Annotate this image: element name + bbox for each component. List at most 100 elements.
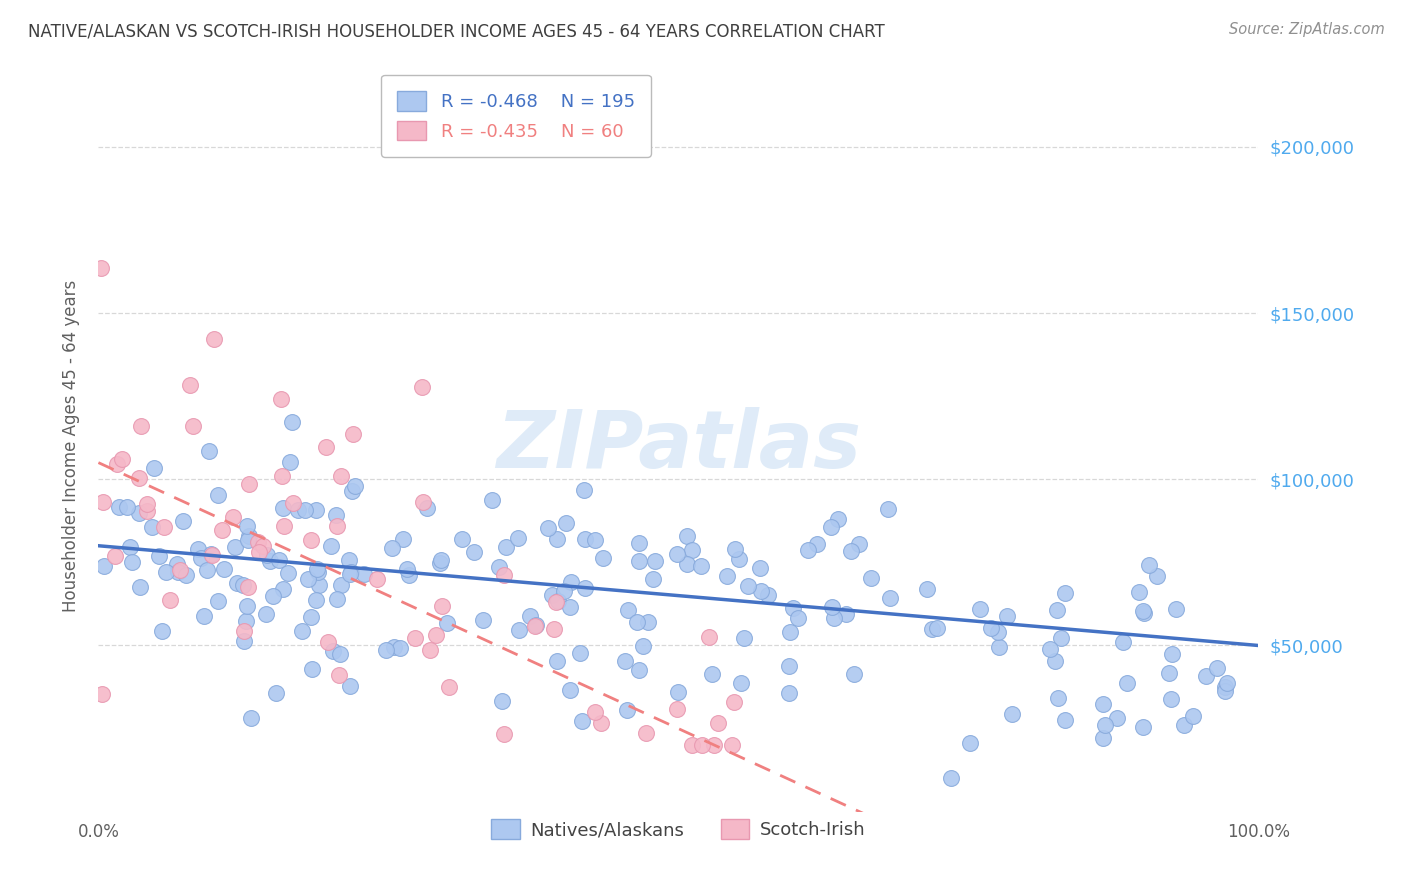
Point: [543, 622, 565, 636]
Point: [644, 553, 666, 567]
Point: [287, 503, 309, 517]
Point: [491, 693, 513, 707]
Point: [665, 547, 688, 561]
Point: [270, 469, 292, 483]
Point: [214, 562, 236, 576]
Point: [256, 549, 278, 563]
Point: [273, 582, 295, 597]
Point: [329, 578, 352, 592]
Point: [342, 426, 364, 441]
Point: [616, 703, 638, 717]
Point: [207, 594, 229, 608]
Point: [1132, 604, 1154, 618]
Point: [181, 418, 204, 433]
Point: [631, 640, 654, 654]
Point: [627, 536, 650, 550]
Point: [617, 603, 640, 617]
Point: [152, 520, 174, 534]
Point: [236, 519, 259, 533]
Point: [786, 611, 808, 625]
Point: [166, 565, 188, 579]
Point: [1164, 602, 1187, 616]
Point: [128, 506, 150, 520]
Point: [299, 533, 322, 547]
Point: [917, 582, 939, 596]
Point: [120, 540, 142, 554]
Point: [820, 520, 842, 534]
Point: [174, 568, 197, 582]
Point: [995, 609, 1018, 624]
Point: [842, 666, 865, 681]
Point: [166, 557, 188, 571]
Point: [723, 695, 745, 709]
Point: [135, 497, 157, 511]
Point: [626, 615, 648, 629]
Point: [238, 476, 260, 491]
Point: [450, 532, 472, 546]
Point: [187, 541, 209, 556]
Point: [495, 541, 517, 555]
Point: [301, 662, 323, 676]
Point: [827, 512, 849, 526]
Point: [235, 599, 257, 613]
Point: [733, 631, 755, 645]
Point: [392, 532, 415, 546]
Point: [169, 563, 191, 577]
Point: [308, 578, 330, 592]
Point: [724, 542, 747, 557]
Point: [316, 635, 339, 649]
Point: [238, 529, 260, 543]
Point: [1216, 676, 1239, 690]
Point: [676, 529, 699, 543]
Point: [90, 261, 112, 276]
Point: [706, 715, 728, 730]
Point: [1213, 680, 1236, 694]
Point: [980, 621, 1002, 635]
Point: [1094, 718, 1116, 732]
Point: [269, 553, 291, 567]
Point: [238, 533, 260, 548]
Point: [252, 539, 274, 553]
Point: [259, 554, 281, 568]
Point: [1195, 668, 1218, 682]
Point: [636, 726, 658, 740]
Point: [202, 332, 225, 346]
Point: [93, 558, 115, 573]
Point: [150, 624, 173, 639]
Point: [969, 602, 991, 616]
Point: [337, 553, 360, 567]
Point: [506, 532, 529, 546]
Point: [395, 562, 418, 576]
Point: [307, 565, 329, 579]
Point: [211, 523, 233, 537]
Point: [697, 630, 720, 644]
Point: [1205, 661, 1227, 675]
Point: [690, 738, 713, 752]
Point: [294, 503, 316, 517]
Point: [322, 644, 344, 658]
Point: [129, 580, 152, 594]
Point: [1132, 720, 1154, 734]
Point: [921, 622, 943, 636]
Point: [1159, 665, 1181, 680]
Point: [247, 545, 270, 559]
Point: [226, 575, 249, 590]
Point: [430, 553, 453, 567]
Text: Source: ZipAtlas.com: Source: ZipAtlas.com: [1229, 22, 1385, 37]
Point: [382, 640, 405, 655]
Point: [328, 668, 350, 682]
Point: [523, 619, 546, 633]
Point: [876, 502, 898, 516]
Point: [277, 566, 299, 581]
Point: [555, 516, 578, 531]
Point: [315, 440, 337, 454]
Point: [583, 705, 606, 719]
Point: [481, 493, 503, 508]
Point: [547, 594, 569, 608]
Point: [172, 514, 194, 528]
Point: [676, 557, 699, 571]
Point: [179, 378, 201, 392]
Point: [537, 521, 560, 535]
Point: [1000, 707, 1022, 722]
Point: [488, 560, 510, 574]
